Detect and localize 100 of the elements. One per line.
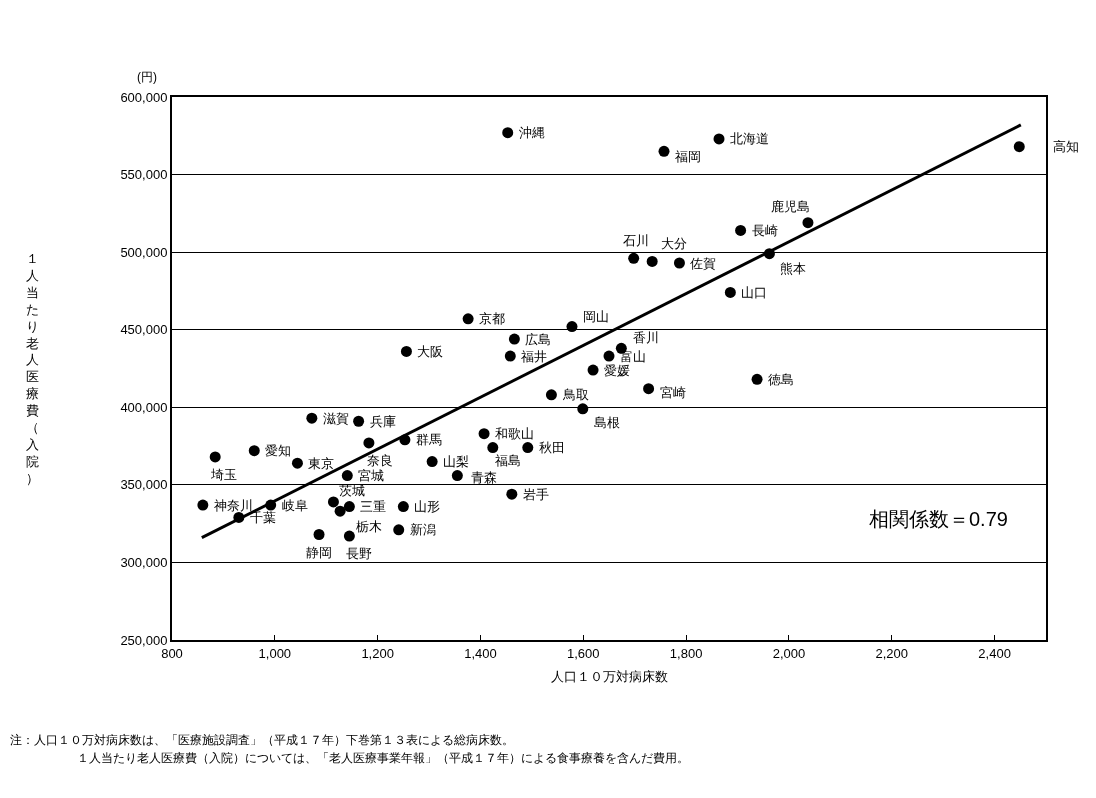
point — [291, 457, 303, 469]
annotation: 奈良 — [367, 453, 393, 468]
point — [451, 470, 463, 482]
annotation: 滋賀 — [323, 411, 349, 426]
annotation: 大阪 — [417, 344, 443, 359]
annotation: 大分 — [661, 236, 687, 251]
point — [643, 383, 655, 395]
x-tick-label: 2,000 — [772, 645, 806, 661]
annotation: 新潟 — [410, 522, 436, 537]
annotation: 佐賀 — [690, 256, 716, 271]
annotation: 山形 — [414, 499, 440, 514]
point — [327, 496, 339, 508]
point — [587, 364, 599, 376]
annotation: 東京 — [308, 456, 334, 471]
point — [603, 350, 615, 362]
x-tick-label: 1,600 — [567, 645, 600, 661]
point — [393, 524, 405, 536]
annotation: 香川 — [633, 330, 659, 345]
annotation: 群馬 — [416, 432, 442, 447]
point — [197, 499, 209, 511]
annotation: 石川 — [623, 233, 649, 248]
annotation: 宮崎 — [660, 385, 686, 400]
point — [1013, 141, 1025, 153]
x-tick-label: 1,200 — [361, 645, 394, 661]
point — [400, 345, 412, 357]
annotation: 福岡 — [675, 149, 701, 164]
text: １人当たり老人医療費（入院）については、「老人医療事業年報」（平成１７年）による食事療養を含んだ費用。 — [77, 751, 689, 765]
point — [713, 133, 725, 145]
point — [735, 224, 747, 236]
annotation: 静岡 — [306, 545, 332, 560]
annotation: 兵庫 — [370, 414, 396, 429]
annotation: 広島 — [525, 332, 551, 347]
point — [487, 442, 499, 454]
annotation: 鳥取 — [562, 387, 589, 402]
y-tick-label: 300,000 — [120, 554, 168, 570]
y-tick-label: 450,000 — [120, 322, 168, 338]
point — [478, 428, 490, 440]
annotation: 相関係数＝0.79 — [869, 508, 1008, 530]
annotation: 京都 — [479, 311, 505, 326]
annotation: 福井 — [521, 349, 547, 364]
x-tick-label: 2,400 — [978, 645, 1011, 661]
point — [363, 437, 375, 449]
annotation: 愛媛 — [604, 363, 630, 378]
x-axis-title: 人口１０万対病床数 — [550, 668, 668, 684]
annotation: 岐阜 — [282, 498, 308, 513]
annotation: 徳島 — [768, 372, 794, 387]
point — [341, 470, 353, 482]
annotation: 長野 — [346, 546, 372, 561]
point — [306, 412, 318, 424]
annotation: 埼玉 — [210, 467, 237, 482]
point — [353, 415, 365, 427]
point — [545, 389, 557, 401]
point — [313, 529, 325, 540]
annotation: 神奈川 — [214, 498, 253, 513]
point — [343, 501, 355, 513]
annotation: 秋田 — [539, 440, 565, 455]
x-tick-label: 1,400 — [464, 645, 497, 661]
annotation: 長崎 — [752, 223, 778, 238]
point — [462, 313, 474, 325]
text: (円) — [137, 70, 157, 84]
annotation: 青森 — [471, 470, 497, 485]
annotation: 栃木 — [356, 519, 382, 534]
point — [506, 488, 518, 500]
point — [751, 373, 763, 385]
point — [508, 333, 520, 345]
point — [566, 321, 578, 333]
y-tick-label: 550,000 — [120, 167, 168, 183]
point — [502, 127, 514, 139]
point — [577, 403, 589, 415]
annotation: 島根 — [594, 415, 620, 430]
y-tick-label: 350,000 — [120, 477, 168, 493]
point — [658, 145, 670, 157]
y-tick-label: 400,000 — [120, 399, 168, 415]
point — [334, 505, 346, 517]
x-tick-label: 1,800 — [669, 645, 703, 661]
annotation: 和歌山 — [495, 426, 534, 441]
point — [628, 252, 640, 264]
point — [343, 530, 355, 542]
x-tick-label: 1,000 — [258, 645, 292, 661]
annotation: 岩手 — [523, 487, 549, 502]
point — [724, 286, 736, 298]
point — [673, 257, 685, 269]
point — [426, 456, 438, 468]
annotation: 沖縄 — [519, 125, 545, 140]
point — [522, 442, 534, 454]
annotation: 山梨 — [443, 454, 469, 469]
text: 注：人口１０万対病床数は、「医療施設調査」（平成１７年）下巻第１３表による総病床数。 — [10, 733, 514, 747]
annotation: 鹿児島 — [771, 199, 810, 214]
annotation: 愛知 — [265, 443, 291, 458]
annotation: 北海道 — [730, 131, 769, 146]
y-tick-label: 500,000 — [120, 244, 168, 260]
point — [504, 350, 516, 362]
point — [248, 445, 260, 457]
point — [397, 501, 409, 513]
annotation: 熊本 — [780, 261, 806, 276]
x-tick-label: 800 — [161, 645, 183, 661]
annotation: 高知 — [1053, 139, 1079, 154]
point — [209, 451, 221, 463]
annotation: 福島 — [495, 453, 521, 468]
annotation: 岡山 — [583, 309, 609, 324]
